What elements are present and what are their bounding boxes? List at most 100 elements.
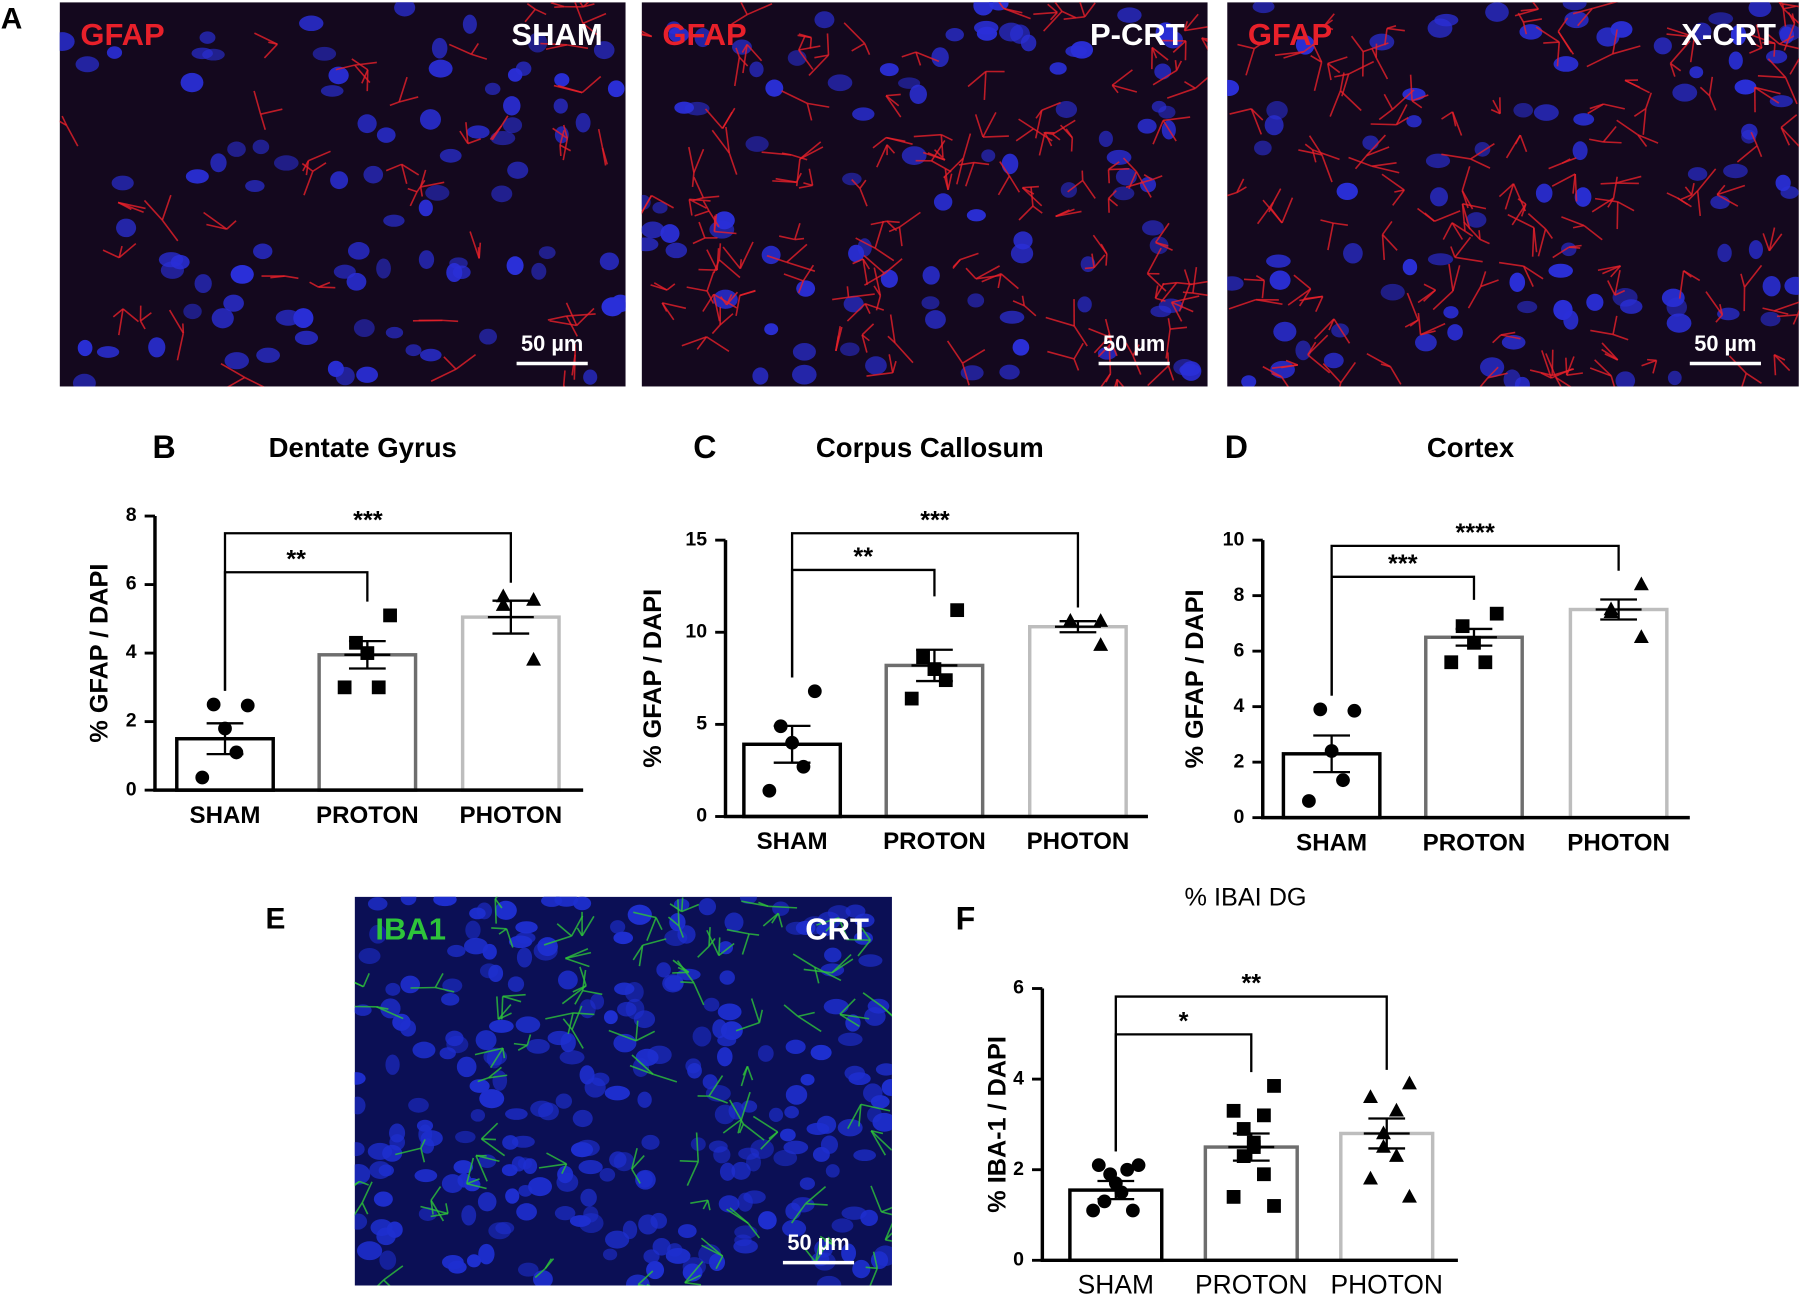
process	[692, 237, 706, 245]
process	[1666, 33, 1695, 38]
process	[376, 1006, 404, 1020]
data-point	[526, 591, 542, 606]
process	[718, 942, 735, 957]
data-point	[1489, 606, 1504, 621]
process	[500, 115, 509, 127]
process	[579, 2, 584, 8]
process	[1773, 43, 1776, 57]
nucleus	[442, 978, 463, 993]
data-point	[495, 597, 511, 611]
nucleus	[1295, 35, 1315, 55]
nucleus	[665, 242, 688, 259]
process	[1041, 101, 1061, 111]
process	[1583, 224, 1603, 241]
process	[1307, 354, 1331, 374]
nucleus	[1343, 242, 1363, 264]
process	[435, 986, 455, 993]
nucleus	[394, 2, 416, 17]
nucleus	[1142, 220, 1164, 236]
process	[1537, 228, 1547, 257]
process	[102, 249, 120, 259]
process	[891, 360, 897, 373]
nucleus	[489, 1019, 514, 1033]
nucleus	[223, 294, 244, 312]
process	[1108, 336, 1118, 357]
nucleus	[1687, 167, 1708, 181]
process	[1298, 288, 1312, 307]
process	[359, 1180, 369, 1186]
process	[1754, 86, 1781, 95]
micrograph: GFAP X-CRT 50 µm	[1227, 2, 1799, 387]
process	[809, 37, 813, 49]
process	[1610, 265, 1622, 278]
process	[861, 334, 868, 353]
process	[1498, 261, 1524, 267]
nucleus	[482, 943, 497, 960]
process	[808, 168, 814, 186]
process	[1602, 126, 1617, 143]
process	[873, 267, 882, 296]
process	[870, 1129, 884, 1135]
process	[494, 898, 503, 909]
process	[1047, 350, 1075, 360]
process	[1517, 198, 1527, 205]
micrograph: IBA1 CRT 50 µm	[354, 896, 892, 1286]
process	[746, 43, 763, 62]
nucleus	[664, 975, 684, 991]
process	[741, 44, 748, 53]
nucleus	[583, 369, 598, 385]
nucleus	[749, 61, 764, 78]
nucleus	[479, 1089, 505, 1109]
process	[1108, 167, 1130, 171]
data-point	[938, 673, 953, 688]
data-point	[195, 770, 210, 785]
nucleus	[507, 976, 525, 992]
nucleus	[1266, 254, 1291, 268]
process	[1779, 43, 1799, 50]
process	[1768, 227, 1776, 251]
nucleus	[999, 364, 1020, 380]
x-tick-label: SHAM	[190, 802, 261, 829]
process	[1052, 119, 1076, 135]
data-point	[1402, 1075, 1417, 1090]
y-tick-label: 8	[1234, 584, 1245, 606]
process	[419, 186, 424, 197]
process	[881, 1006, 892, 1017]
y-axis-label: % IBA-1 / DAPI	[983, 1036, 1011, 1213]
nucleus	[211, 308, 234, 329]
process	[1381, 173, 1405, 191]
process	[1303, 295, 1323, 300]
nucleus	[1734, 79, 1757, 95]
process	[1079, 2, 1086, 18]
process	[688, 199, 693, 216]
nucleus	[320, 85, 344, 97]
nucleus	[383, 214, 405, 227]
nucleus	[652, 201, 668, 214]
process	[552, 127, 568, 140]
nucleus	[503, 96, 521, 116]
nucleus	[599, 252, 620, 271]
process	[1165, 328, 1171, 359]
process	[662, 302, 687, 310]
process	[1070, 137, 1074, 152]
nucleus	[800, 1073, 815, 1086]
process	[712, 294, 721, 322]
process	[1378, 108, 1394, 121]
process	[1194, 76, 1208, 89]
nucleus	[881, 1078, 892, 1096]
process	[361, 69, 369, 84]
nucleus	[731, 1161, 751, 1180]
nucleus	[327, 360, 344, 377]
process	[693, 982, 705, 1006]
process	[886, 144, 896, 154]
nucleus	[785, 1039, 806, 1055]
nucleus	[1766, 50, 1788, 64]
process	[997, 273, 1002, 289]
chart-title: Corpus Callosum	[816, 432, 1044, 463]
process	[1689, 36, 1696, 63]
process	[203, 211, 228, 230]
process	[814, 54, 829, 59]
chart-title: Dentate Gyrus	[269, 432, 457, 463]
nucleus	[554, 1206, 576, 1221]
